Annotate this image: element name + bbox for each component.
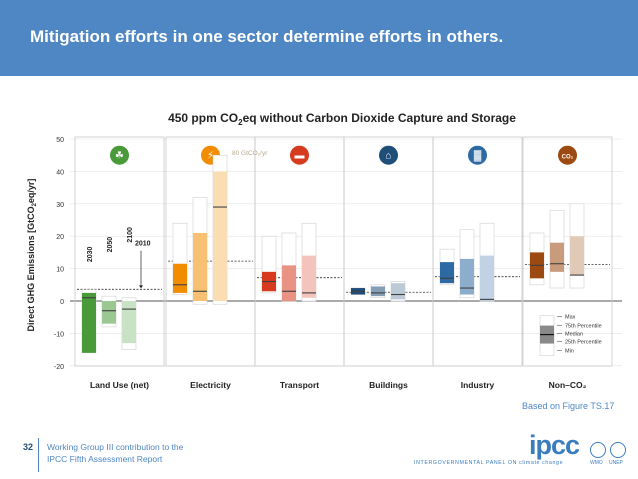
year-label: 2050 <box>107 237 114 253</box>
y-tick-label: 40 <box>56 169 64 176</box>
iqr-box-2100 <box>480 255 494 301</box>
co2-icon <box>558 145 577 165</box>
y-tick-label: 10 <box>56 267 64 274</box>
chart-title: 450 ppm CO2eq without Carbon Dioxide Cap… <box>168 111 516 127</box>
iqr-box-2100 <box>391 283 405 300</box>
y-tick-label: 20 <box>56 234 64 241</box>
house-icon-glyph: ⌂ <box>385 151 391 162</box>
sector-label: Buildings <box>369 380 408 390</box>
y-tick-label: -10 <box>54 331 64 338</box>
iqr-box-2050 <box>371 286 385 297</box>
sector-label: Industry <box>461 380 495 390</box>
source-note: Based on Figure TS.17 <box>522 401 615 411</box>
y-axis-label-subscript: 2 <box>32 202 38 206</box>
emissions-chart: 450 ppm CO2eq without Carbon Dioxide Cap… <box>26 111 622 390</box>
legend-label: 75th Percentile <box>565 324 602 330</box>
wmo-label: WMO <box>590 460 603 466</box>
train-icon <box>290 145 309 165</box>
y-tick-label: -20 <box>54 364 64 371</box>
sector-label: Non–CO₂ <box>549 380 587 390</box>
footer-divider <box>38 438 39 472</box>
wmo-logo-icon <box>590 442 606 458</box>
chart-title-part: 450 ppm CO <box>168 111 238 125</box>
house-icon <box>379 145 398 165</box>
iqr-box-2050 <box>282 265 296 301</box>
sector-label: Electricity <box>190 380 231 390</box>
legend-label: Median <box>565 332 583 338</box>
year-label: 2030 <box>87 246 94 262</box>
footer-text: Working Group III contribution to the IP… <box>47 441 183 465</box>
factory-icon <box>468 145 487 165</box>
slide-title: Mitigation efforts in one sector determi… <box>30 27 504 46</box>
page-number: 32 <box>23 442 34 452</box>
leaf-icon <box>110 145 129 165</box>
co2-icon-glyph: CO₂ <box>562 155 574 161</box>
train-icon-glyph: ▬ <box>295 151 305 162</box>
sector-panel <box>74 136 165 367</box>
iqr-box-2100 <box>213 171 227 301</box>
baseline-arrow-head <box>139 285 143 289</box>
lightning-icon-glyph: ⚡ <box>207 151 214 162</box>
y-tick-label: 0 <box>60 299 64 306</box>
y-axis-label: Direct GHG Emissions [GtCO2eq/yr] <box>26 179 38 332</box>
overflow-label: 80 GtCO₂/yr <box>232 150 268 157</box>
iqr-box-2100 <box>570 236 584 276</box>
iqr-box-2050 <box>460 258 474 295</box>
iqr-box-2100 <box>302 255 316 298</box>
y-tick-label: 30 <box>56 202 64 209</box>
legend-label: Max <box>565 315 576 321</box>
chart-title-part: eq without Carbon Dioxide Capture and St… <box>243 111 517 125</box>
iqr-box-2050 <box>102 301 116 324</box>
iqr-box-2050 <box>550 242 564 272</box>
slide-header: Mitigation efforts in one sector determi… <box>0 0 638 76</box>
legend-label: 25th Percentile <box>565 340 602 346</box>
factory-icon-glyph: ▓ <box>474 150 482 162</box>
sector-label: Transport <box>280 380 319 390</box>
y-axis-label-part: Direct GHG Emissions [GtCO <box>26 206 36 331</box>
sector-panel <box>432 136 523 367</box>
chart-title-subscript: 2 <box>238 118 243 127</box>
y-axis-label-part: eq/yr] <box>26 179 36 204</box>
ipcc-tagline: INTERGOVERNMENTAL PANEL ON climate chang… <box>414 460 564 466</box>
y-tick-label: 50 <box>56 137 64 144</box>
unep-label: UNEP <box>609 460 623 466</box>
legend-label: Min <box>565 349 574 355</box>
ipcc-logo: ipcc <box>529 430 580 460</box>
leaf-icon-glyph: ☘ <box>115 151 124 162</box>
unep-logo-icon <box>610 442 626 458</box>
footer-line-2: IPCC Fifth Assessment Report <box>47 454 163 464</box>
year-label: 2100 <box>127 227 134 243</box>
sector-panel <box>522 136 613 367</box>
footer-line-1: Working Group III contribution to the <box>47 442 184 452</box>
sector-label: Land Use (net) <box>90 380 149 390</box>
iqr-box-2030 <box>82 292 96 353</box>
iqr-box-2030 <box>173 263 187 293</box>
iqr-box-2050 <box>193 232 207 301</box>
baseline-label: 2010 <box>135 240 151 247</box>
iqr-box-2100 <box>122 301 136 344</box>
iqr-box-2030 <box>440 262 454 284</box>
